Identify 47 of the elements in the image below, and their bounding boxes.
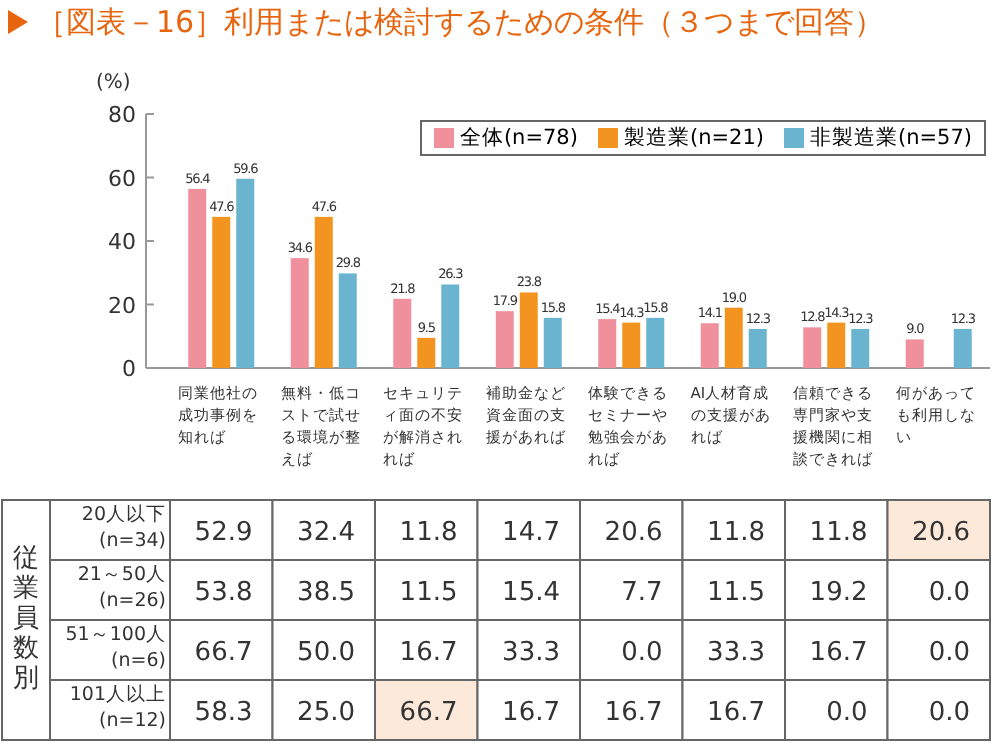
legend-label: 全体(n=78): [459, 124, 578, 152]
legend-label: 非製造業(n=57): [809, 124, 972, 152]
data-label: 66.7: [399, 698, 458, 728]
y-tick-label: 20: [108, 292, 136, 319]
data-label: 0.0: [928, 578, 970, 608]
data-label: 50.0: [297, 638, 355, 668]
data-label: 52.9: [194, 518, 253, 548]
data-label: 11.8: [809, 518, 868, 548]
y-tick-label: 60: [108, 165, 136, 192]
data-label: 20.6: [912, 518, 970, 548]
y-tick-label: 21～50人(n=26): [75, 562, 166, 616]
data-label: 16.7: [502, 698, 560, 728]
y-tick-label: 40: [108, 229, 136, 255]
data-label: 15.4: [502, 578, 560, 608]
data-label: 16.7: [604, 698, 663, 728]
y-tick-label: 0: [122, 356, 136, 382]
data-label: 33.3: [502, 638, 560, 668]
y-tick-label: 20人以下(n=34): [79, 502, 166, 556]
data-label: 11.8: [399, 518, 458, 548]
y-tick-label: 51～100人(n=6): [63, 622, 166, 676]
data-label: 16.7: [809, 638, 868, 668]
data-label: 25.0: [297, 698, 355, 728]
data-label: 14.7: [502, 518, 560, 548]
data-label: 11.5: [399, 578, 458, 608]
chart-title: ［図表－16］利用または検討するための条件（３つまで回答）: [36, 4, 885, 42]
y-axis-title: (%): [96, 72, 131, 94]
data-label: 66.7: [194, 638, 253, 668]
data-label: 16.7: [399, 638, 458, 668]
y-tick-label: 80: [108, 102, 136, 128]
data-label: 0.0: [621, 638, 663, 668]
data-label: 11.8: [707, 518, 765, 548]
y-axis-title: 従業員数別: [11, 544, 41, 694]
data-label: 33.3: [707, 638, 765, 668]
data-label: 7.7: [621, 578, 663, 608]
data-label: 16.7: [707, 698, 765, 728]
data-label: 38.5: [297, 578, 355, 608]
data-label: 32.4: [297, 518, 355, 548]
data-label: 58.3: [194, 698, 253, 728]
data-label: 19.2: [809, 578, 868, 608]
data-label: 20.6: [604, 518, 663, 548]
data-label: 0.0: [928, 638, 970, 668]
data-label: 11.5: [707, 578, 765, 608]
y-tick-label: 101人以上(n=12): [67, 682, 166, 736]
data-label: 0.0: [826, 698, 868, 728]
data-label: 0.0: [928, 698, 970, 728]
legend-label: 製造業(n=21): [623, 124, 764, 152]
data-label: 53.8: [194, 578, 253, 608]
